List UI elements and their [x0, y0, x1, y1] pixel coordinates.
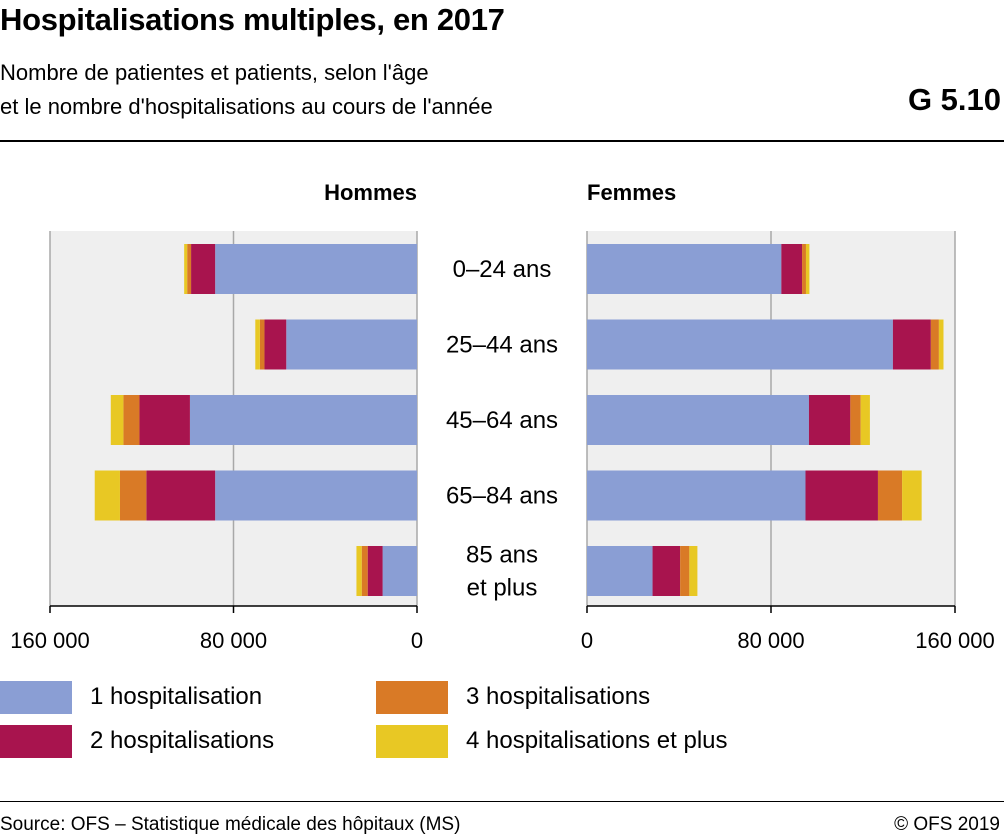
bar-hommes-4-1-hospitalisation: [382, 546, 417, 596]
bar-hommes-1-1-hospitalisation: [286, 319, 417, 370]
category-label: et plus: [467, 575, 538, 602]
bar-hommes-4-3-hospitalisations: [361, 546, 368, 596]
category-label: 0–24 ans: [453, 256, 552, 283]
x-tick-label: 160 000: [915, 628, 995, 653]
bar-femmes-0-4-hospitalisations-et-plus: [805, 244, 810, 294]
bar-hommes-1-3-hospitalisations: [259, 319, 265, 370]
chart-code: G 5.10: [907, 82, 1001, 117]
chart-subtitle-line-1: Nombre de patientes et patients, selon l…: [0, 60, 429, 85]
category-label: 85 ans: [466, 542, 538, 569]
chart-title: Hospitalisations multiples, en 2017: [0, 2, 505, 37]
category-label: 45–64 ans: [446, 407, 558, 434]
bar-hommes-3-1-hospitalisation: [215, 470, 417, 521]
bar-femmes-4-2-hospitalisations: [652, 546, 681, 596]
bar-femmes-4-1-hospitalisation: [587, 546, 653, 596]
top-rule: [0, 140, 1004, 142]
bar-hommes-1-4-hospitalisations-et-plus: [255, 319, 260, 370]
bar-hommes-3-2-hospitalisations: [146, 470, 216, 521]
panel-title-femmes: Femmes: [587, 180, 676, 205]
x-tick-label: 160 000: [10, 628, 90, 653]
bar-hommes-0-3-hospitalisations: [187, 244, 192, 294]
bar-hommes-1-2-hospitalisations: [264, 319, 287, 370]
legend-swatch: [376, 681, 448, 714]
bar-femmes-1-1-hospitalisation: [587, 319, 893, 370]
bar-hommes-3-3-hospitalisations: [119, 470, 147, 521]
bar-femmes-2-4-hospitalisations-et-plus: [860, 395, 870, 445]
bar-hommes-0-4-hospitalisations-et-plus: [184, 244, 188, 294]
bar-hommes-3-4-hospitalisations-et-plus: [94, 470, 120, 521]
pyramid-chart: Hommes 160 000 80 000 0 Femmes 0 80 000 160 000…: [10, 180, 995, 653]
bar-femmes-1-3-hospitalisations: [930, 319, 939, 370]
panel-title-hommes: Hommes: [324, 180, 417, 205]
x-tick-label: 80 000: [200, 628, 267, 653]
bar-hommes-0-1-hospitalisation: [215, 244, 417, 294]
bar-hommes-2-4-hospitalisations-et-plus: [110, 395, 124, 445]
bar-femmes-3-2-hospitalisations: [805, 470, 878, 521]
bar-hommes-0-2-hospitalisations: [191, 244, 216, 294]
source-note: Source: OFS – Statistique médicale des h…: [0, 814, 461, 835]
x-tick-label: 0: [581, 628, 593, 653]
bar-femmes-4-3-hospitalisations: [680, 546, 690, 596]
bar-hommes-2-3-hospitalisations: [123, 395, 140, 445]
legend-label: 4 hospitalisations et plus: [466, 727, 728, 754]
legend-swatch: [376, 725, 448, 758]
x-tick-label: 0: [411, 628, 423, 653]
bar-femmes-1-4-hospitalisations-et-plus: [938, 319, 944, 370]
chart-subtitle-line-2: et le nombre d'hospitalisations au cours…: [0, 94, 493, 119]
bar-femmes-3-1-hospitalisation: [587, 470, 806, 521]
legend-label: 1 hospitalisation: [90, 683, 263, 710]
bar-femmes-2-1-hospitalisation: [587, 395, 809, 445]
bar-femmes-0-3-hospitalisations: [802, 244, 806, 294]
copyright-note: © OFS 2019: [894, 814, 1000, 835]
bar-femmes-4-4-hospitalisations-et-plus: [689, 546, 698, 596]
legend-label: 3 hospitalisations: [466, 683, 651, 710]
category-label: 25–44 ans: [446, 332, 558, 359]
bar-femmes-0-1-hospitalisation: [587, 244, 782, 294]
bar-hommes-4-4-hospitalisations-et-plus: [356, 546, 362, 596]
category-label: 65–84 ans: [446, 483, 558, 510]
legend-swatch: [0, 725, 72, 758]
bar-femmes-3-4-hospitalisations-et-plus: [902, 470, 922, 521]
legend-swatch: [0, 681, 72, 714]
legend-label: 2 hospitalisations: [90, 727, 275, 754]
bar-femmes-1-2-hospitalisations: [892, 319, 931, 370]
bar-femmes-2-3-hospitalisations: [850, 395, 861, 445]
bottom-rule: [0, 801, 1004, 802]
x-tick-label: 80 000: [737, 628, 804, 653]
bar-femmes-2-2-hospitalisations: [808, 395, 851, 445]
bar-hommes-2-1-hospitalisation: [189, 395, 417, 445]
bar-hommes-2-2-hospitalisations: [139, 395, 190, 445]
bar-femmes-0-2-hospitalisations: [781, 244, 803, 294]
bar-hommes-4-2-hospitalisations: [367, 546, 383, 596]
bar-femmes-3-3-hospitalisations: [877, 470, 903, 521]
